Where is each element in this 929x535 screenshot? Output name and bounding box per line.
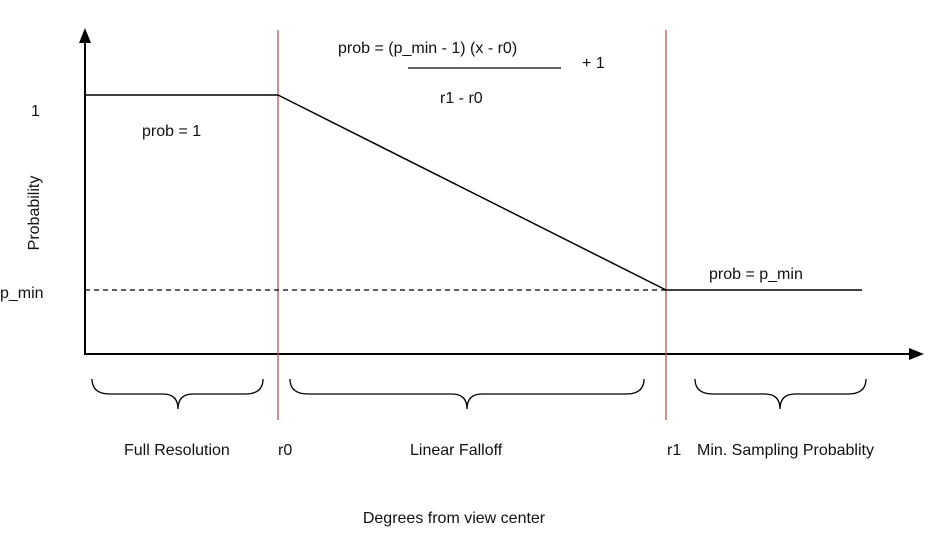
linear-falloff-segment [277,94,667,291]
y-axis-title: Probability [26,176,43,251]
full-resolution-brace [91,378,264,410]
x-axis-arrowhead [909,348,924,360]
min-sampling-label: Min. Sampling Probablity [697,442,874,459]
min-prob-label: prob = p_min [709,266,803,283]
formula-denominator: r1 - r0 [440,90,483,107]
linear-falloff-brace [289,378,645,410]
full-prob-label: prob = 1 [142,123,201,140]
y-tick-one: 1 [31,103,40,120]
x-axis-title: Degrees from view center [363,510,546,527]
y-tick-p-min: p_min [0,285,44,302]
formula-numerator: prob = (p_min - 1) (x - r0) [338,40,517,57]
min-probability-brace [694,378,867,410]
y-axis-arrowhead [79,28,91,43]
r0-label: r0 [278,442,292,459]
linear-falloff-label: Linear Falloff [410,442,503,459]
formula-suffix: + 1 [582,55,605,72]
full-resolution-label: Full Resolution [124,442,230,459]
r1-label: r1 [667,442,681,459]
